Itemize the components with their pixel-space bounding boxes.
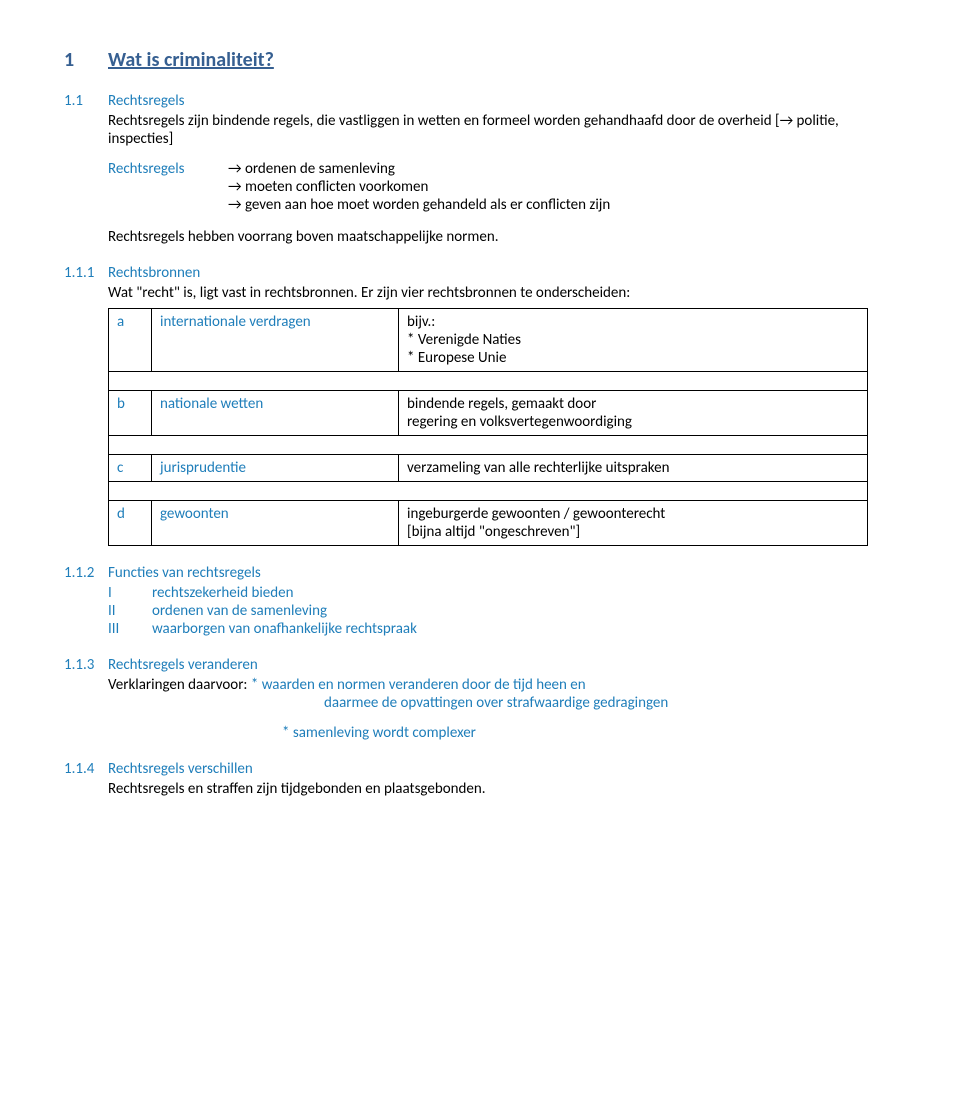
section-1-1-intro: Rechtsregels zijn bindende regels, die v… xyxy=(108,112,896,148)
section-number: 1.1 xyxy=(64,92,108,110)
role-line-3: → geven aan hoe moet worden gehandeld al… xyxy=(228,196,896,214)
section-number: 1.1.4 xyxy=(64,760,108,778)
roman-text: rechtszekerheid bieden xyxy=(152,584,896,602)
table-cell-term: jurisprudentie xyxy=(152,455,399,482)
table-row-gap xyxy=(109,436,868,455)
table-row-gap xyxy=(109,372,868,391)
section-title: Rechtsregels xyxy=(108,92,185,110)
table-row-gap xyxy=(109,482,868,501)
roman-numeral: I xyxy=(108,584,152,602)
h1-text: Wat is criminaliteit? xyxy=(108,48,274,72)
table-cell-desc: ingeburgerde gewoonten / gewoonterecht [… xyxy=(399,501,868,546)
reason-2: * samenleving wordt complexer xyxy=(282,724,896,742)
section-1-1-4-text: Rechtsregels en straffen zijn tijdgebond… xyxy=(108,780,896,798)
section-1-1-after: Rechtsregels hebben voorrang boven maats… xyxy=(108,228,896,246)
table-cell-term: internationale verdragen xyxy=(152,309,399,372)
reason-1a: * waarden en normen veranderen door de t… xyxy=(251,676,586,694)
table-cell-key: d xyxy=(109,501,152,546)
verklaringen-lead: Verklaringen daarvoor: xyxy=(108,676,251,694)
table-cell-key: b xyxy=(109,391,152,436)
role-line-2: → moeten conflicten voorkomen xyxy=(228,178,896,196)
h1-number: 1 xyxy=(64,48,108,72)
section-1-1-1-intro: Wat "recht" is, ligt vast in rechtsbronn… xyxy=(108,284,896,302)
section-title: Rechtsbronnen xyxy=(108,264,200,282)
section-1-1-3-body: Verklaringen daarvoor: * waarden en norm… xyxy=(108,676,896,694)
section-1-1-3-heading: 1.1.3Rechtsregels veranderen xyxy=(64,656,896,674)
section-1-1-4-heading: 1.1.4Rechtsregels verschillen xyxy=(64,760,896,778)
table-row: a internationale verdragen bijv.: * Vere… xyxy=(109,309,868,372)
roman-text: waarborgen van onafhankelijke rechtspraa… xyxy=(152,620,896,638)
section-title: Rechtsregels verschillen xyxy=(108,760,253,778)
section-number: 1.1.2 xyxy=(64,564,108,582)
table-row: b nationale wetten bindende regels, gema… xyxy=(109,391,868,436)
roman-list: I rechtszekerheid bieden II ordenen van … xyxy=(108,584,896,638)
reason-1b: daarmee de opvattingen over strafwaardig… xyxy=(324,694,896,712)
table-cell-key: c xyxy=(109,455,152,482)
table-cell-desc: bijv.: * Verenigde Naties * Europese Uni… xyxy=(399,309,868,372)
section-number: 1.1.3 xyxy=(64,656,108,674)
roman-numeral: III xyxy=(108,620,152,638)
sources-tbody: a internationale verdragen bijv.: * Vere… xyxy=(109,309,868,546)
page-title: 1Wat is criminaliteit? xyxy=(64,48,896,72)
role-line-1: → ordenen de samenleving xyxy=(228,160,896,178)
table-cell-desc: verzameling van alle rechterlijke uitspr… xyxy=(399,455,868,482)
table-row: d gewoonten ingeburgerde gewoonten / gew… xyxy=(109,501,868,546)
table-cell-key: a xyxy=(109,309,152,372)
table-row: c jurisprudentie verzameling van alle re… xyxy=(109,455,868,482)
section-number: 1.1.1 xyxy=(64,264,108,282)
table-cell-term: nationale wetten xyxy=(152,391,399,436)
table-cell-term: gewoonten xyxy=(152,501,399,546)
section-title: Functies van rechtsregels xyxy=(108,564,261,582)
roman-text: ordenen van de samenleving xyxy=(152,602,896,620)
roles-grid: Rechtsregels → ordenen de samenleving → … xyxy=(108,160,896,214)
roles-label: Rechtsregels xyxy=(108,160,228,178)
sources-table: a internationale verdragen bijv.: * Vere… xyxy=(108,308,868,546)
roman-numeral: II xyxy=(108,602,152,620)
section-1-1-1-heading: 1.1.1Rechtsbronnen xyxy=(64,264,896,282)
section-title: Rechtsregels veranderen xyxy=(108,656,258,674)
section-1-1-2-heading: 1.1.2Functies van rechtsregels xyxy=(64,564,896,582)
section-1-1-heading: 1.1Rechtsregels xyxy=(64,92,896,110)
table-cell-desc: bindende regels, gemaakt door regering e… xyxy=(399,391,868,436)
